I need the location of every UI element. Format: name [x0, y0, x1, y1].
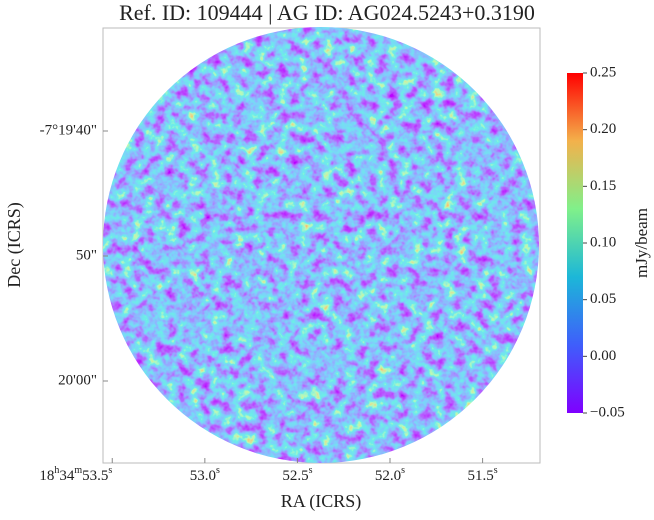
x-tick-label: 51.5s	[468, 465, 498, 484]
x-tick-label: 52.0s	[375, 465, 405, 484]
y-axis-label: Dec (ICRS)	[4, 202, 25, 287]
colorbar-tick-label: −0.05	[590, 404, 625, 420]
sky-image	[103, 27, 539, 463]
colorbar-tick-label: 0.20	[590, 121, 616, 137]
y-tick-label: -7°19'40"	[40, 122, 97, 138]
colorbar-tick-label: 0.15	[590, 178, 616, 194]
colorbar-tick-label: 0.25	[590, 64, 616, 80]
colorbar-tick-label: 0.05	[590, 291, 616, 307]
colorbar-label: mJy/beam	[632, 208, 651, 278]
y-tick-label: 20'00"	[58, 372, 97, 388]
colorbar-tick-label: 0.10	[590, 234, 616, 250]
colorbar	[567, 73, 583, 413]
chart-title: Ref. ID: 109444 | AG ID: AG024.5243+0.31…	[119, 0, 535, 25]
colorbar-tick-label: 0.00	[590, 348, 616, 364]
x-tick-label: 53.0s	[190, 465, 220, 484]
x-axis-label: RA (ICRS)	[281, 491, 362, 512]
x-tick-label: 52.5s	[282, 465, 312, 484]
y-tick-label: 50"	[76, 247, 97, 263]
x-tick-label: 18h34m53.5s	[39, 465, 112, 484]
